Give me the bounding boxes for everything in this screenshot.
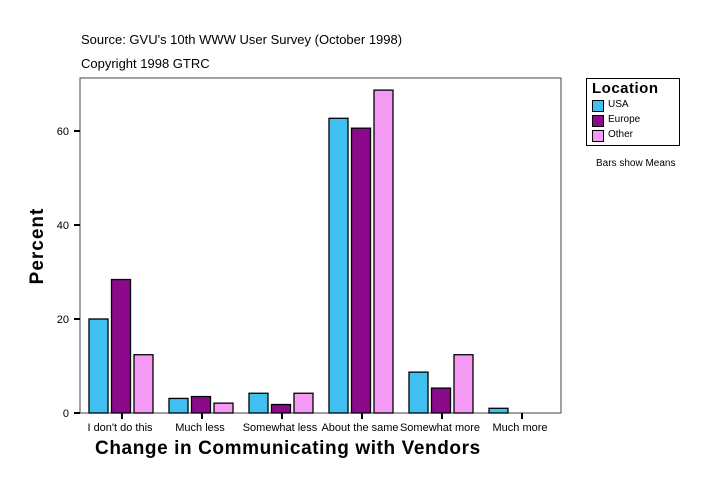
source-line: Source: GVU's 10th WWW User Survey (Octo… — [81, 32, 403, 47]
y-tick-label: 40 — [57, 220, 69, 232]
legend-label: USA — [608, 99, 629, 110]
bar-europe — [270, 403, 292, 414]
bar-other — [373, 89, 394, 414]
bar-usa — [488, 407, 509, 414]
bar-europe — [190, 395, 212, 414]
bar-other — [213, 402, 234, 414]
plot-frame — [79, 77, 562, 414]
x-tick-label: Somewhat less — [243, 422, 318, 434]
bar-other — [453, 354, 474, 414]
x-tick-label: I don't do this — [87, 422, 153, 434]
x-tick-label: About the same — [321, 422, 398, 434]
x-tick-label: Much more — [492, 422, 547, 434]
legend-label: Other — [608, 129, 634, 140]
bar-usa — [328, 117, 349, 414]
bar-europe — [430, 387, 452, 414]
legend-swatch — [592, 130, 604, 142]
copyright-line: Copyright 1998 GTRC — [81, 56, 210, 71]
x-tick-label: Much less — [175, 422, 225, 434]
bar-other — [133, 354, 154, 414]
legend-label: Europe — [608, 114, 641, 125]
bar-usa — [168, 397, 189, 414]
legend: Location USA Europe Other — [586, 78, 680, 146]
y-tick-label: 60 — [57, 126, 69, 138]
y-tick-label: 20 — [57, 314, 69, 326]
bar-usa — [88, 318, 109, 414]
x-tick-label: Somewhat more — [400, 422, 480, 434]
y-axis-label: Percent — [27, 207, 48, 285]
bar-other — [293, 392, 314, 414]
bar-europe — [110, 278, 132, 414]
bars-show-means-note: Bars show Means — [596, 158, 676, 169]
y-tick-label: 0 — [63, 408, 69, 420]
legend-title: Location — [592, 80, 659, 97]
legend-swatch — [592, 115, 604, 127]
bar-europe — [350, 127, 372, 414]
legend-swatch — [592, 100, 604, 112]
x-axis-label: Change in Communicating with Vendors — [95, 438, 481, 459]
bar-usa — [248, 392, 269, 414]
bar-usa — [408, 371, 429, 414]
